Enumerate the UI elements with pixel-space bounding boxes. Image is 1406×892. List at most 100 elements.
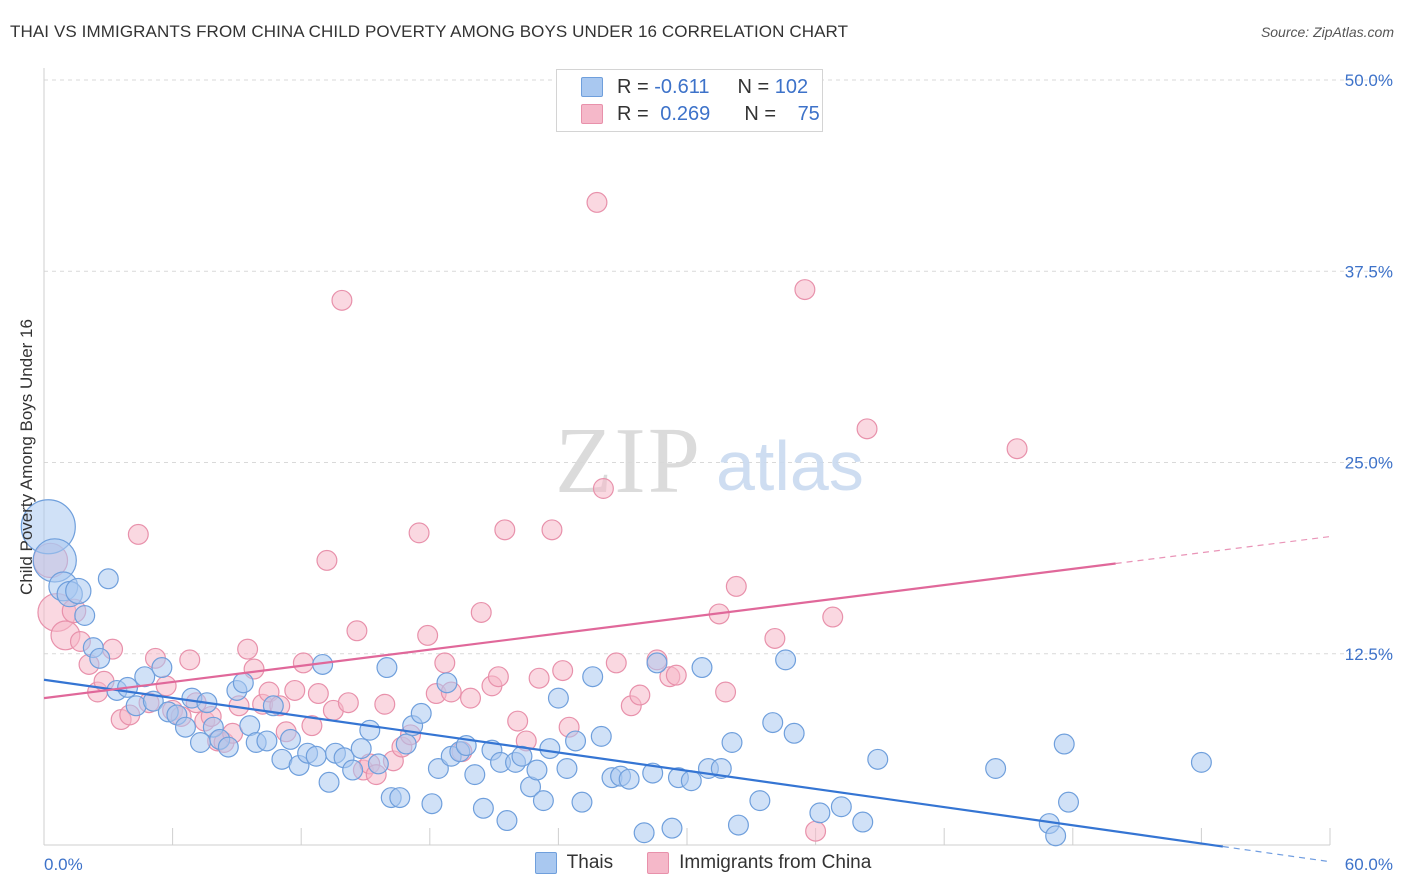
thais-point bbox=[547, 687, 569, 709]
thais-point bbox=[305, 745, 327, 767]
china-point bbox=[434, 652, 456, 674]
china-point bbox=[346, 620, 368, 642]
thais-point bbox=[642, 762, 664, 784]
thais-point bbox=[565, 730, 587, 752]
china-point bbox=[337, 692, 359, 714]
thais-point bbox=[342, 759, 364, 781]
legend-r-value-china: 0.269 bbox=[660, 102, 711, 125]
china-trend-line bbox=[43, 562, 1116, 700]
thais-point bbox=[134, 666, 156, 688]
china-point bbox=[374, 693, 396, 715]
china-point bbox=[316, 549, 338, 571]
thais-point bbox=[472, 797, 494, 819]
thais-point bbox=[421, 793, 443, 815]
thais-point bbox=[427, 757, 449, 779]
x-tick-label: 60.0% bbox=[1345, 855, 1393, 874]
china-point bbox=[764, 627, 786, 649]
china-point bbox=[552, 660, 574, 682]
china-point bbox=[725, 575, 747, 597]
legend-r-value-thais: -0.611 bbox=[654, 75, 710, 98]
thais-point bbox=[151, 657, 173, 679]
thais-point bbox=[496, 810, 518, 832]
china-point bbox=[127, 523, 149, 545]
thais-point bbox=[376, 657, 398, 679]
grid-layer bbox=[44, 79, 1392, 655]
thais-point bbox=[809, 802, 831, 824]
thais-point bbox=[65, 577, 92, 605]
y-tick-label: 37.5% bbox=[1345, 262, 1393, 281]
series-legend-china[interactable]: Immigrants from China bbox=[647, 852, 871, 874]
legend-row-china: R = 0.269 N = 75 bbox=[581, 101, 820, 127]
tick-label-layer: 12.5% 25.0% 37.5% 50.0% 0.0% 60.0% bbox=[44, 71, 1393, 874]
watermark: ZIP atlas bbox=[555, 409, 864, 513]
thais-point bbox=[582, 666, 604, 688]
china-trend-extension bbox=[1115, 535, 1331, 565]
watermark-zip: ZIP bbox=[555, 409, 702, 513]
thais-point bbox=[74, 604, 96, 626]
thais-point bbox=[436, 672, 458, 694]
thais-point bbox=[571, 791, 593, 813]
legend-swatch-thais bbox=[581, 77, 603, 97]
thais-point bbox=[618, 768, 640, 790]
thais-point bbox=[532, 790, 554, 812]
thais-point bbox=[1045, 825, 1067, 847]
chart-title: THAI VS IMMIGRANTS FROM CHINA CHILD POVE… bbox=[10, 22, 849, 41]
thais-point bbox=[867, 748, 889, 770]
thais-point bbox=[464, 764, 486, 786]
series-legend-thais[interactable]: Thais bbox=[534, 852, 614, 874]
thais-point bbox=[590, 725, 612, 747]
china-point bbox=[586, 191, 608, 213]
series-legend: Thais Immigrants from China bbox=[0, 852, 1406, 874]
series-swatch-china bbox=[647, 852, 670, 874]
china-point bbox=[805, 820, 827, 842]
thais-point bbox=[232, 672, 254, 694]
legend-swatch-china bbox=[581, 104, 603, 124]
china-point bbox=[665, 664, 687, 686]
china-point bbox=[541, 519, 563, 541]
china-point bbox=[629, 684, 651, 706]
china-point bbox=[292, 652, 314, 674]
thais-point bbox=[783, 722, 805, 744]
thais-trend-extension bbox=[1222, 845, 1331, 863]
legend-r-label: R = bbox=[617, 102, 649, 125]
legend-n-value-thais: 102 bbox=[774, 75, 809, 98]
thais-point bbox=[256, 730, 278, 752]
thais-point bbox=[539, 738, 561, 760]
thais-point bbox=[775, 649, 797, 671]
legend-r-label: R = bbox=[617, 75, 649, 98]
thais-point bbox=[661, 817, 683, 839]
china-point bbox=[301, 715, 323, 737]
china-point bbox=[1006, 438, 1028, 460]
thais-point bbox=[1058, 791, 1080, 813]
china-point bbox=[307, 683, 329, 705]
y-tick-label: 25.0% bbox=[1345, 454, 1393, 473]
thais-point bbox=[389, 787, 411, 809]
thais-point bbox=[1053, 733, 1075, 755]
thais-point bbox=[410, 702, 432, 724]
china-point bbox=[237, 638, 259, 660]
series-label-thais: Thais bbox=[566, 852, 614, 873]
thais-point bbox=[727, 814, 749, 836]
thais-point bbox=[852, 811, 874, 833]
thais-point bbox=[680, 770, 702, 792]
thais-point bbox=[279, 728, 301, 750]
china-point bbox=[470, 601, 492, 623]
correlation-legend: R = -0.611 N = 102 R = 0.269 N = 75 bbox=[556, 69, 823, 132]
thais-point bbox=[318, 771, 340, 793]
thais-point bbox=[350, 738, 372, 760]
china-point bbox=[507, 710, 529, 732]
china-point bbox=[822, 606, 844, 628]
thais-point bbox=[217, 736, 239, 758]
china-point bbox=[460, 687, 482, 709]
thais-point bbox=[395, 733, 417, 755]
thais-point bbox=[830, 796, 852, 818]
y-tick-label: 50.0% bbox=[1345, 71, 1393, 90]
thais-points bbox=[20, 499, 1212, 847]
china-point bbox=[605, 652, 627, 674]
china-point bbox=[417, 624, 439, 646]
china-point bbox=[528, 667, 550, 689]
thais-point bbox=[646, 652, 668, 674]
chart-source: Source: ZipAtlas.com bbox=[1260, 24, 1394, 40]
thais-point bbox=[985, 757, 1007, 779]
